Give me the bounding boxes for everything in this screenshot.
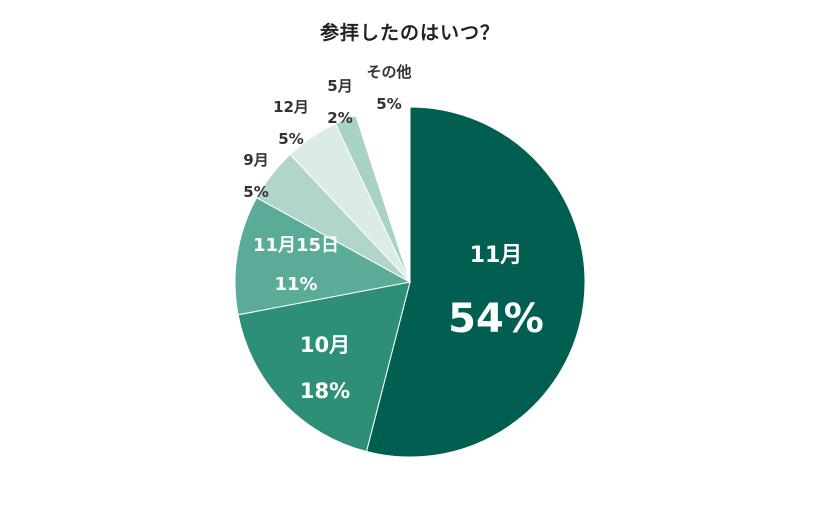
slice-label-5: 5月 — [327, 77, 352, 95]
slice-label-2: 11月15日 — [253, 235, 339, 256]
slice-value-1: 18% — [300, 379, 350, 403]
pie-slice-6 — [355, 106, 411, 283]
slice-value-6: 5% — [376, 95, 401, 113]
pie-slice-0 — [365, 106, 586, 458]
pie-labels: 11月 54% 10月 18% 11月15日 11% 9月 5% 12月 5% 5月 2% その他 5% — [243, 63, 544, 403]
pie-slice-1 — [237, 281, 411, 453]
slice-label-3: 9月 — [243, 151, 268, 169]
slice-value-5: 2% — [327, 109, 352, 127]
slice-label-0: 11月 — [470, 243, 523, 268]
slice-label-6: その他 — [366, 63, 411, 81]
chart-title: 参拝したのはいつ？ — [319, 22, 500, 44]
slice-label-4: 12月 — [273, 98, 309, 116]
slice-value-2: 11% — [274, 274, 317, 295]
slice-value-4: 5% — [278, 130, 303, 148]
slice-value-3: 5% — [243, 183, 268, 201]
pie-slice-2 — [234, 197, 412, 316]
slice-value-0: 54% — [448, 296, 544, 342]
pie-slices — [234, 106, 586, 458]
slice-label-1: 10月 — [300, 333, 350, 357]
